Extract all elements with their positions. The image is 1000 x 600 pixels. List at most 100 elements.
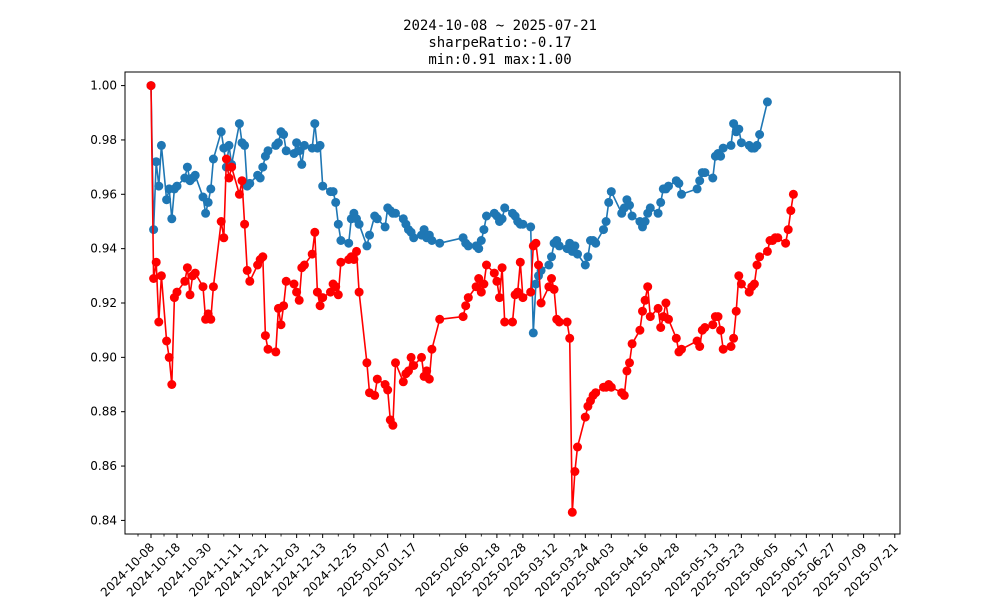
y-tick-label: 0.94 xyxy=(90,242,117,256)
y-axis: 0.84 0.86 0.88 0.90 0.92 0.94 0.96 0.98 1.00 xyxy=(90,79,125,527)
data-point xyxy=(380,222,390,232)
data-point xyxy=(227,162,237,172)
data-point xyxy=(372,214,382,224)
data-point xyxy=(258,252,268,262)
data-point xyxy=(708,173,718,183)
data-point xyxy=(625,358,634,368)
data-point xyxy=(461,301,471,311)
data-point xyxy=(260,331,270,341)
data-point xyxy=(692,184,702,194)
data-point xyxy=(273,138,283,148)
data-point xyxy=(695,342,705,351)
data-point xyxy=(716,151,726,161)
data-point xyxy=(736,138,746,148)
data-point xyxy=(354,287,364,297)
data-point xyxy=(292,138,302,148)
data-point xyxy=(479,225,489,235)
data-point xyxy=(221,154,231,164)
data-point xyxy=(664,314,673,324)
data-point xyxy=(362,358,372,368)
y-tick-label: 0.92 xyxy=(90,296,117,310)
data-point xyxy=(297,159,307,169)
data-point xyxy=(281,146,291,156)
data-point xyxy=(640,217,650,226)
data-point xyxy=(164,352,174,362)
data-point xyxy=(388,420,398,430)
chart-title-line: min:0.91 max:1.00 xyxy=(428,52,571,68)
data-point xyxy=(201,208,211,218)
data-point xyxy=(216,217,226,226)
data-point xyxy=(567,507,577,517)
data-point xyxy=(653,303,663,313)
data-point xyxy=(435,238,445,248)
data-point xyxy=(258,162,268,172)
data-point xyxy=(245,178,255,188)
data-point xyxy=(476,236,486,245)
data-point xyxy=(224,173,234,183)
data-point xyxy=(718,143,728,153)
data-point xyxy=(294,295,304,305)
data-point xyxy=(315,301,325,311)
data-point xyxy=(627,211,637,221)
data-point xyxy=(495,293,504,303)
data-point xyxy=(219,233,229,243)
data-point xyxy=(534,260,543,270)
data-point xyxy=(749,279,759,289)
data-point xyxy=(370,390,380,400)
chart-title-line: 2024-10-08 ~ 2025-07-21 xyxy=(403,18,597,34)
data-point xyxy=(677,189,686,199)
data-point xyxy=(476,287,486,297)
data-point xyxy=(318,293,328,303)
data-point xyxy=(580,260,590,270)
data-point xyxy=(352,246,361,256)
data-point xyxy=(172,287,182,297)
data-point xyxy=(645,312,655,322)
data-point xyxy=(492,276,502,286)
data-point xyxy=(497,263,507,273)
data-point xyxy=(547,252,556,262)
data-point xyxy=(518,219,528,229)
data-point xyxy=(151,257,161,267)
data-point xyxy=(500,317,510,327)
data-point xyxy=(162,195,172,205)
data-point xyxy=(240,140,250,150)
data-point xyxy=(344,238,354,248)
data-point xyxy=(398,377,408,387)
data-point xyxy=(281,276,291,286)
data-point xyxy=(216,127,226,137)
data-point xyxy=(526,287,536,297)
data-point xyxy=(318,181,328,191)
data-point xyxy=(185,290,195,300)
data-point xyxy=(479,279,489,289)
data-point xyxy=(362,241,372,251)
data-point xyxy=(726,342,736,351)
data-point xyxy=(336,257,346,267)
data-point xyxy=(240,219,250,229)
data-point xyxy=(645,203,655,213)
data-point xyxy=(755,252,765,262)
data-point xyxy=(500,203,510,213)
data-point xyxy=(606,187,616,197)
data-point xyxy=(167,380,177,389)
data-point xyxy=(271,347,281,357)
data-point xyxy=(234,189,244,199)
data-point xyxy=(245,276,255,286)
data-point xyxy=(515,257,525,267)
data-point xyxy=(279,301,289,311)
y-tick-label: 0.90 xyxy=(90,350,117,364)
data-point xyxy=(255,173,265,183)
data-point xyxy=(307,249,317,259)
data-point xyxy=(656,197,666,207)
data-point xyxy=(781,238,791,248)
data-point xyxy=(674,178,684,188)
data-point xyxy=(547,274,556,283)
data-point xyxy=(643,282,653,292)
data-point xyxy=(482,211,491,221)
data-point xyxy=(182,162,192,172)
data-point xyxy=(263,146,273,156)
data-point xyxy=(622,366,632,376)
data-point xyxy=(208,282,218,292)
data-point xyxy=(206,314,216,324)
data-point xyxy=(206,184,216,194)
data-point xyxy=(661,298,671,308)
